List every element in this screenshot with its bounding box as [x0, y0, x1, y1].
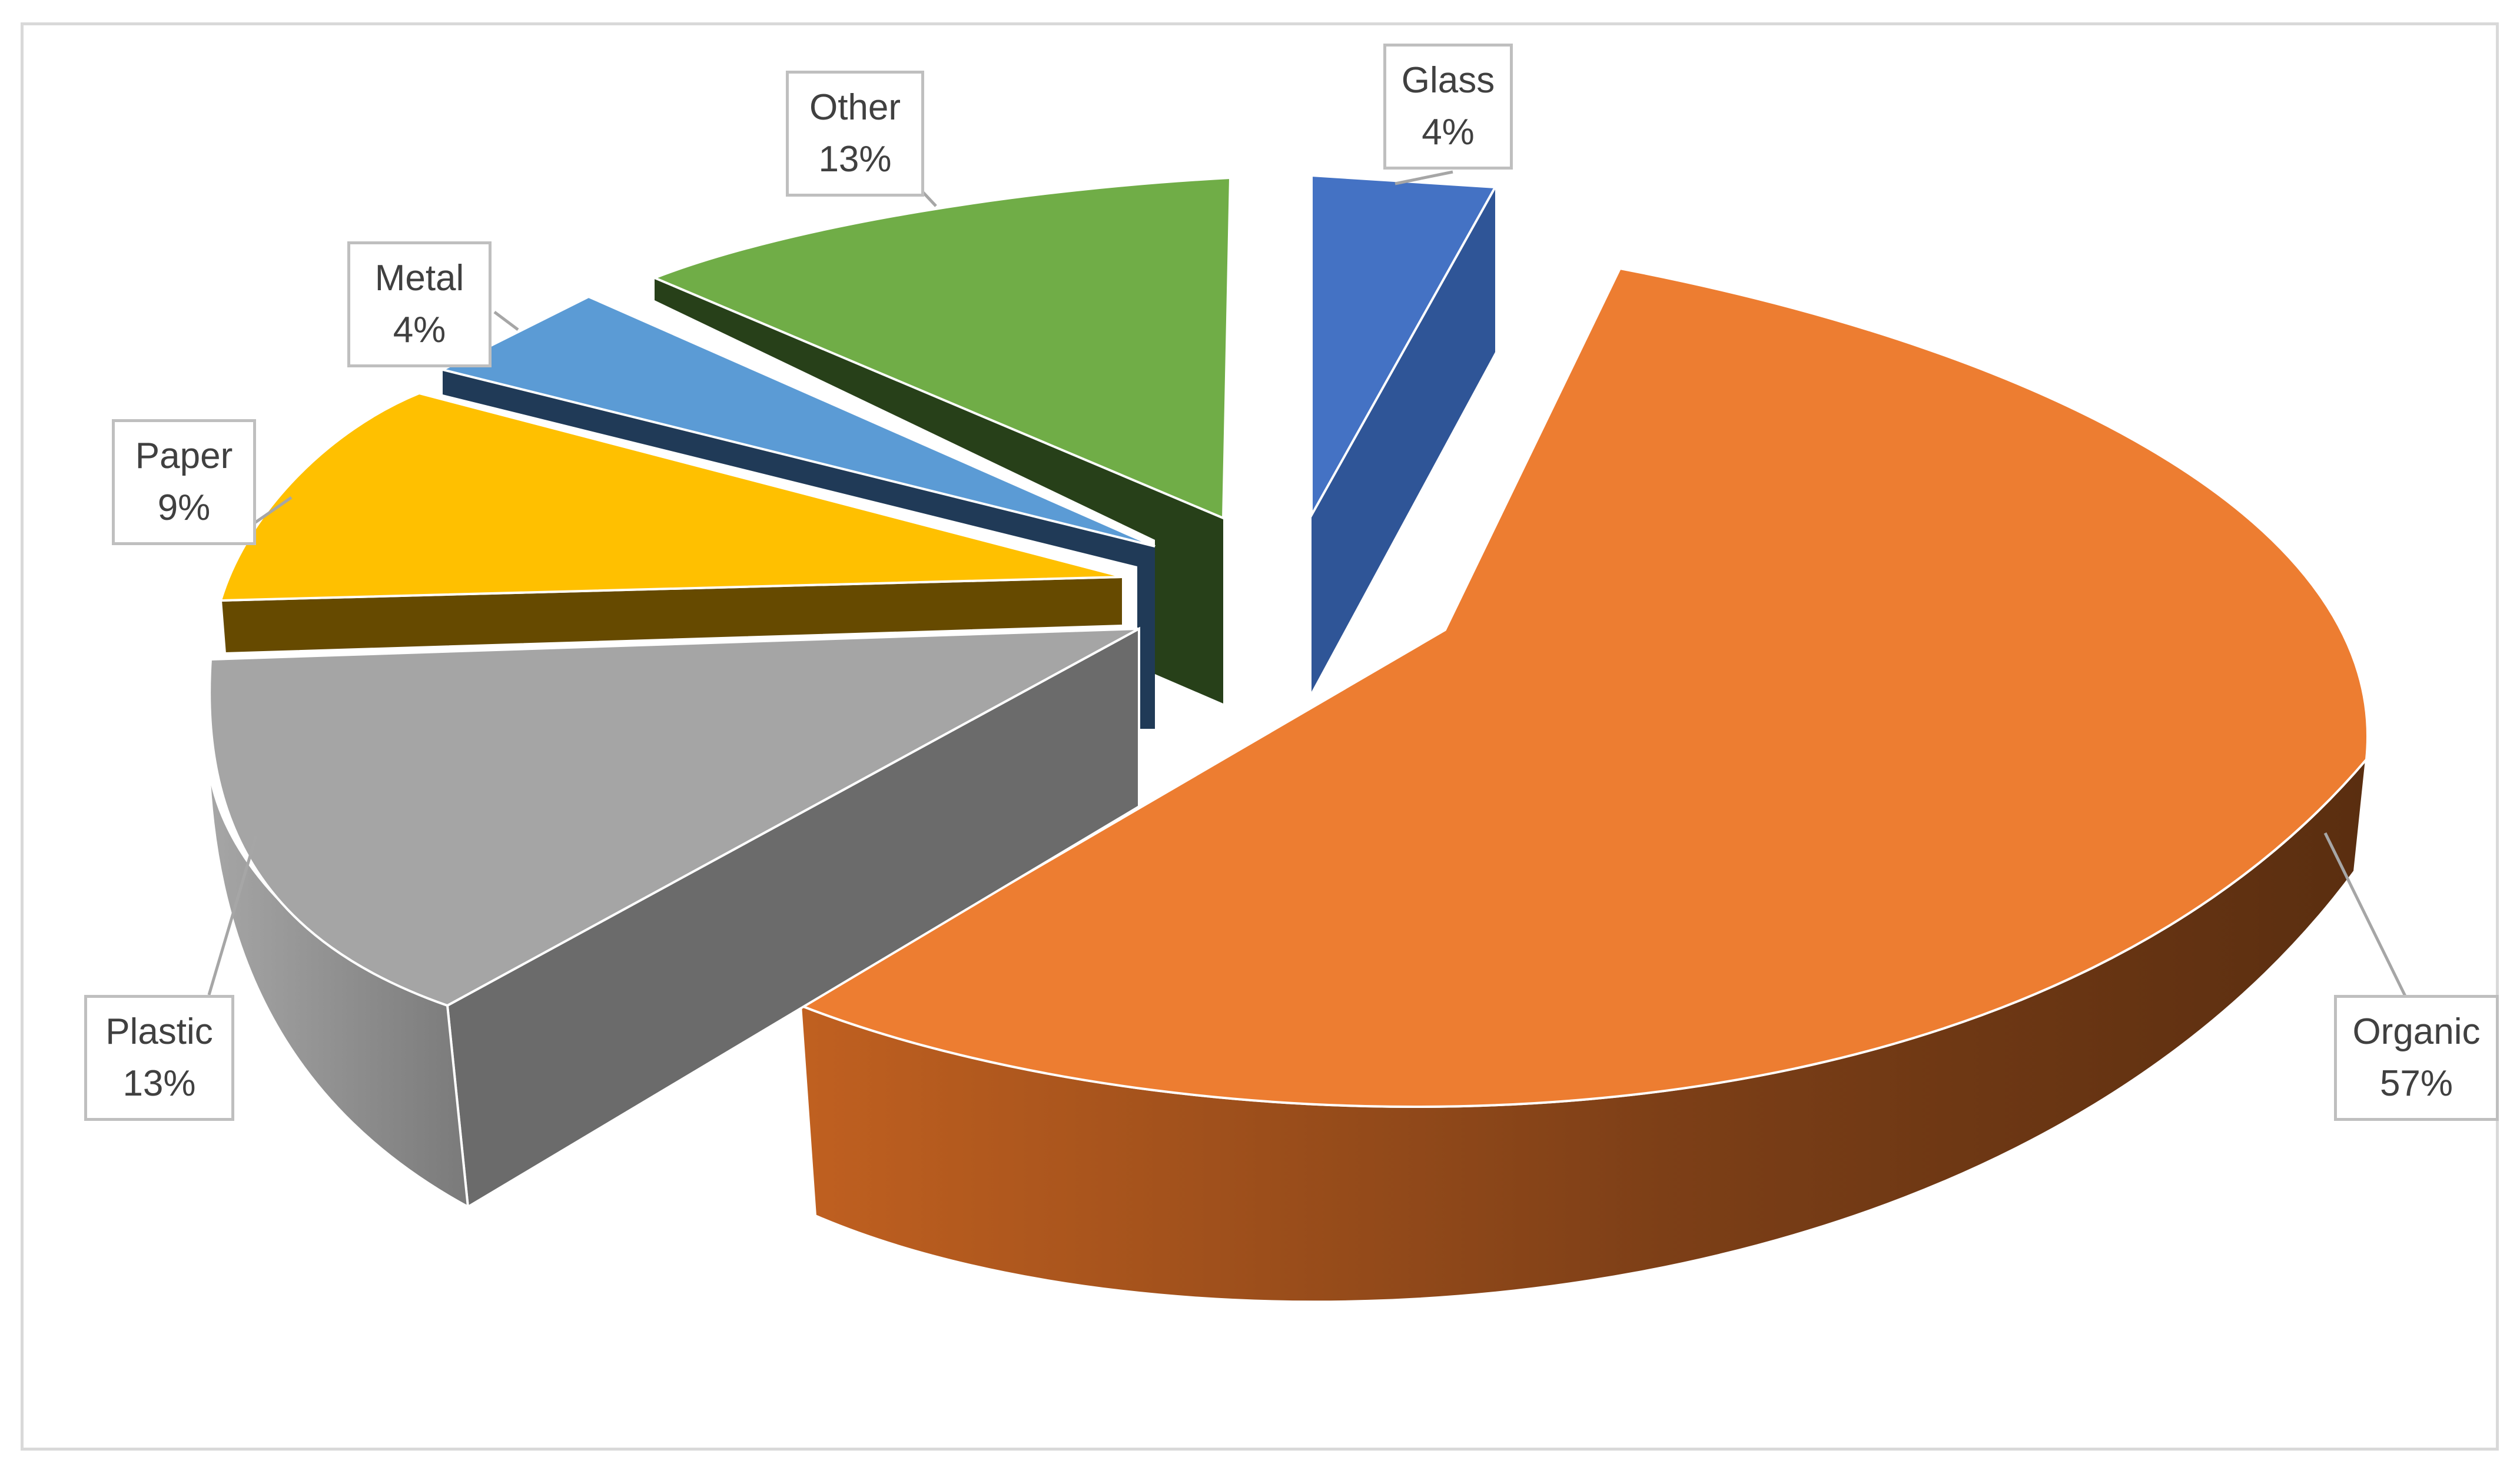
pie-slice-paper — [219, 391, 1124, 655]
pie-slice-plastic-side — [208, 768, 470, 1209]
pie-slice-plastic — [208, 626, 1140, 1209]
pie-slice-plastic-top — [208, 628, 1140, 1007]
pie-slice-glass-side — [1312, 187, 1495, 692]
leader-lines — [207, 170, 2409, 1002]
data-label-metal-name: Metal — [374, 258, 464, 298]
leader-line-metal — [493, 311, 519, 331]
data-label-other: Other 13% — [786, 71, 924, 197]
pie-slice-metal-side — [443, 370, 1155, 729]
pie-slice-organic — [798, 267, 2369, 1303]
data-label-paper-name: Paper — [135, 436, 233, 476]
data-label-paper: Paper 9% — [112, 419, 256, 545]
data-label-paper-value: 9% — [157, 487, 211, 528]
pie-slice-other-top — [651, 176, 1232, 520]
pie-slice-paper-top — [219, 391, 1124, 602]
data-label-metal-value: 4% — [393, 310, 446, 350]
data-label-plastic-value: 13% — [122, 1063, 196, 1104]
leader-line-organic — [2323, 832, 2409, 1002]
pie-slice-other-side — [655, 278, 1223, 704]
leader-line-glass — [1395, 170, 1453, 185]
data-label-glass-value: 4% — [1422, 112, 1475, 152]
data-label-plastic-name: Plastic — [105, 1011, 213, 1052]
data-label-organic-name: Organic — [2352, 1011, 2481, 1052]
pie-slice-metal — [439, 295, 1156, 729]
leader-line-plastic — [207, 835, 258, 995]
data-label-glass: Glass 4% — [1383, 44, 1513, 170]
data-label-other-value: 13% — [818, 139, 892, 180]
leader-line-paper — [252, 496, 293, 526]
pie-slice-metal-top — [439, 295, 1156, 547]
data-label-organic: Organic 57% — [2334, 995, 2499, 1121]
data-label-organic-value: 57% — [2379, 1063, 2453, 1104]
data-label-metal: Metal 4% — [347, 241, 492, 367]
pie-slice-other — [651, 176, 1232, 704]
data-label-plastic: Plastic 13% — [84, 995, 234, 1121]
pie-slice-glass — [1310, 174, 1498, 692]
data-label-other-name: Other — [809, 87, 901, 128]
data-label-glass-name: Glass — [1401, 60, 1495, 101]
pie-slice-organic-top — [798, 267, 2369, 1108]
